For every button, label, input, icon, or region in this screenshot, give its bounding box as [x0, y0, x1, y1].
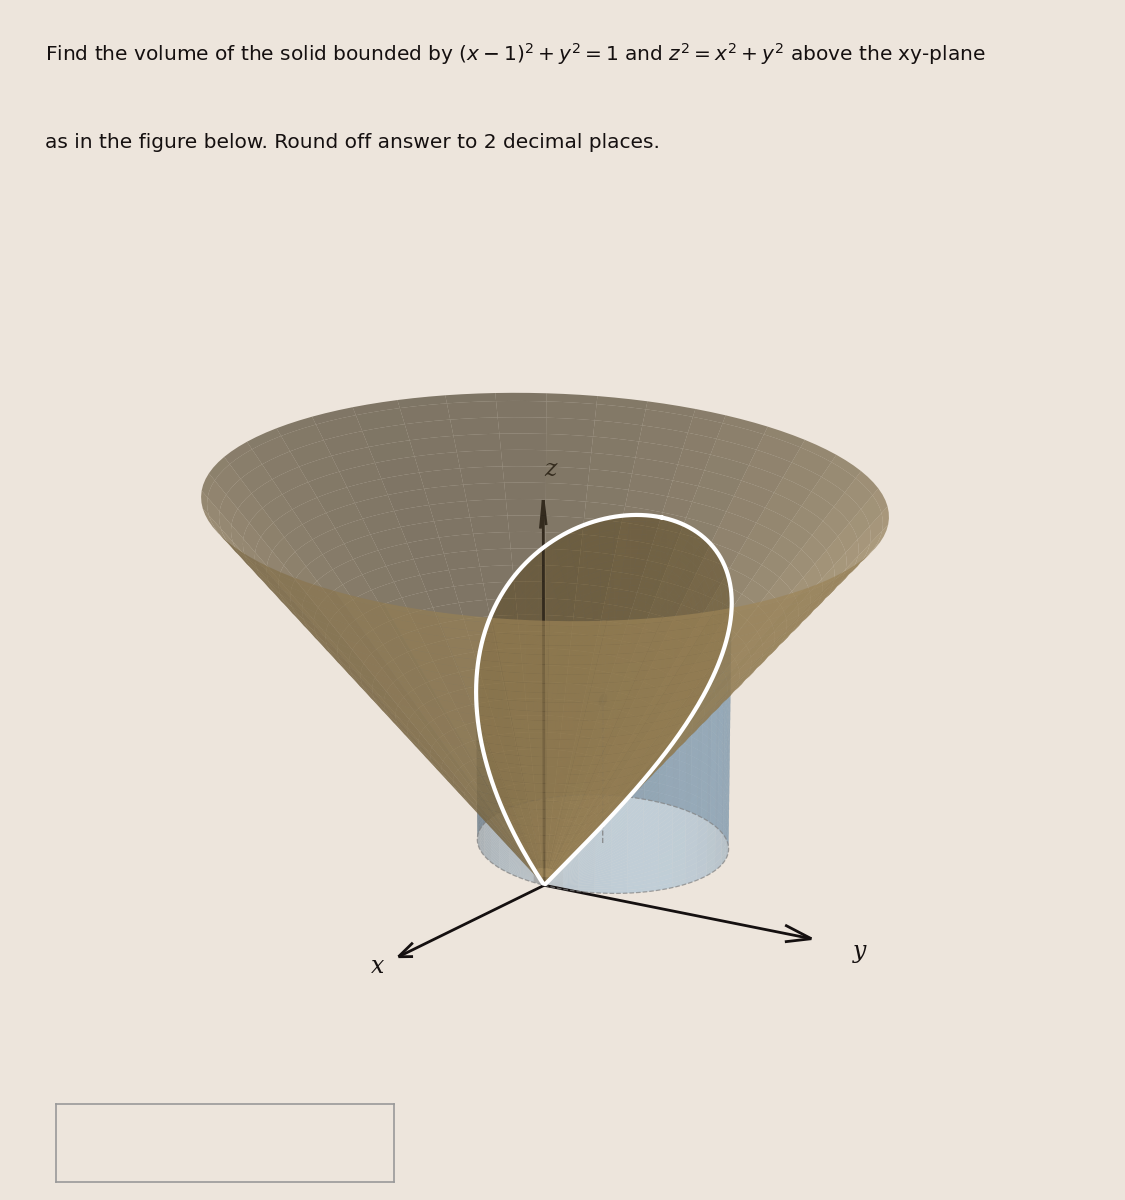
Text: as in the figure below. Round off answer to 2 decimal places.: as in the figure below. Round off answer… — [45, 132, 660, 151]
Text: Find the volume of the solid bounded by $(x - 1)^2 + y^2 = 1$ and $z^2 = x^2 + y: Find the volume of the solid bounded by … — [45, 41, 986, 67]
